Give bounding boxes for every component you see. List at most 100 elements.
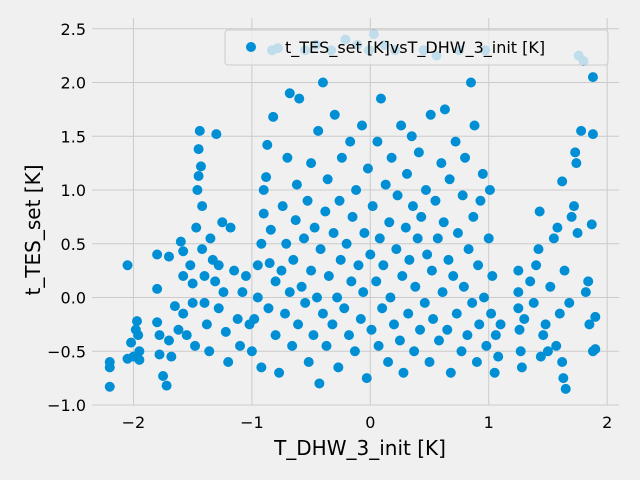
scatter-point	[409, 346, 420, 357]
scatter-point	[362, 163, 373, 174]
scatter-point	[513, 303, 524, 314]
scatter-point	[133, 330, 144, 341]
scatter-point	[190, 340, 201, 351]
scatter-point	[377, 303, 388, 314]
scatter-point	[436, 158, 447, 169]
scatter-point	[270, 330, 281, 341]
scatter-point	[468, 211, 479, 222]
scatter-point	[425, 109, 436, 120]
scatter-point	[483, 233, 494, 244]
scatter-point	[353, 260, 364, 271]
y-tick-label: 1.5	[61, 127, 86, 146]
scatter-point	[104, 362, 115, 373]
scatter-point	[438, 217, 449, 228]
scatter-point	[229, 265, 240, 276]
scatter-point	[213, 260, 224, 271]
scatter-point	[300, 297, 311, 308]
scatter-point	[339, 303, 350, 314]
scatter-point	[322, 174, 333, 185]
scatter-point	[334, 195, 345, 206]
scatter-point	[169, 301, 180, 312]
scatter-point	[192, 185, 203, 195]
scatter-point	[152, 249, 163, 260]
scatter-point	[220, 326, 231, 337]
scatter-point	[225, 222, 236, 233]
scatter-point	[166, 351, 177, 362]
scatter-point	[535, 351, 546, 362]
scatter-point	[528, 297, 539, 308]
scatter-point	[191, 222, 202, 233]
scatter-point	[540, 319, 551, 330]
scatter-point	[294, 93, 305, 104]
scatter-point	[410, 281, 421, 292]
scatter-point	[372, 136, 383, 147]
scatter-point	[557, 357, 568, 367]
scatter-point	[554, 308, 565, 319]
scatter-point	[284, 287, 295, 298]
x-axis-label: T_DHW_3_init [K]	[273, 436, 446, 460]
scatter-point	[181, 330, 192, 341]
scatter-point	[525, 276, 536, 287]
scatter-point	[385, 292, 396, 303]
scatter-point	[559, 265, 570, 276]
scatter-point	[490, 330, 501, 341]
scatter-point	[359, 228, 370, 238]
scatter-point	[566, 211, 577, 222]
scatter-point	[576, 125, 587, 136]
scatter-point	[586, 219, 597, 230]
y-tick-label: 1.0	[61, 181, 86, 200]
scatter-point	[341, 238, 352, 249]
scatter-point	[443, 254, 454, 265]
scatter-point	[428, 314, 439, 324]
scatter-point	[302, 195, 313, 206]
scatter-point	[197, 201, 208, 212]
scatter-point	[513, 287, 524, 298]
scatter-point	[256, 238, 267, 249]
legend-label: t_TES_set [K]vsT_DHW_3_init [K]	[285, 38, 545, 58]
scatter-point	[396, 120, 407, 131]
scatter-point	[456, 346, 467, 357]
scatter-point	[296, 281, 307, 292]
scatter-point	[336, 152, 347, 163]
scatter-point	[237, 287, 248, 298]
scatter-point	[516, 362, 527, 373]
scatter-point	[284, 88, 295, 99]
scatter-point	[252, 292, 263, 303]
scatter-point	[587, 72, 598, 83]
scatter-point	[134, 354, 145, 365]
scatter-point	[264, 258, 275, 269]
scatter-point	[187, 297, 198, 308]
scatter-point	[199, 271, 210, 281]
legend-marker	[246, 42, 256, 52]
scatter-point	[261, 172, 272, 183]
scatter-point	[258, 208, 269, 219]
scatter-point	[204, 346, 215, 357]
scatter-point	[430, 195, 441, 206]
scatter-point	[373, 340, 384, 351]
scatter-point	[367, 201, 378, 212]
scatter-point	[416, 211, 427, 222]
scatter-point	[258, 185, 269, 195]
scatter-point	[235, 340, 246, 351]
scatter-point	[489, 367, 500, 378]
scatter-point	[406, 131, 417, 142]
scatter-point	[287, 340, 298, 351]
scatter-point	[132, 316, 143, 327]
scatter-point	[450, 136, 461, 147]
scatter-point	[265, 224, 276, 235]
scatter-point	[388, 319, 399, 330]
scatter-point	[375, 93, 386, 104]
scatter-point	[402, 168, 413, 179]
scatter-point	[424, 357, 435, 367]
scatter-point	[345, 136, 356, 147]
scatter-point	[280, 308, 291, 319]
scatter-point	[412, 233, 423, 244]
scatter-point	[349, 346, 360, 357]
scatter-point	[355, 314, 366, 324]
scatter-point	[195, 161, 206, 172]
scatter-point	[426, 265, 437, 276]
scatter-point	[178, 308, 189, 319]
y-axis-label: t_TES_set [K]	[21, 164, 45, 295]
y-tick-label: 0.0	[61, 289, 86, 308]
